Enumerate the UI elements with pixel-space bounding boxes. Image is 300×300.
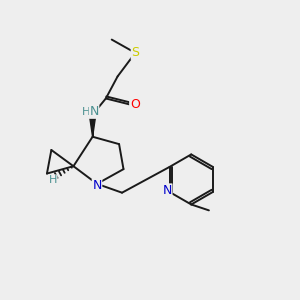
Text: H: H xyxy=(49,175,57,185)
Text: N: N xyxy=(89,105,99,118)
Polygon shape xyxy=(89,115,96,137)
Text: N: N xyxy=(163,184,172,197)
Text: S: S xyxy=(131,46,139,59)
Text: O: O xyxy=(130,98,140,111)
Text: N: N xyxy=(92,179,102,192)
Text: H: H xyxy=(82,107,90,117)
